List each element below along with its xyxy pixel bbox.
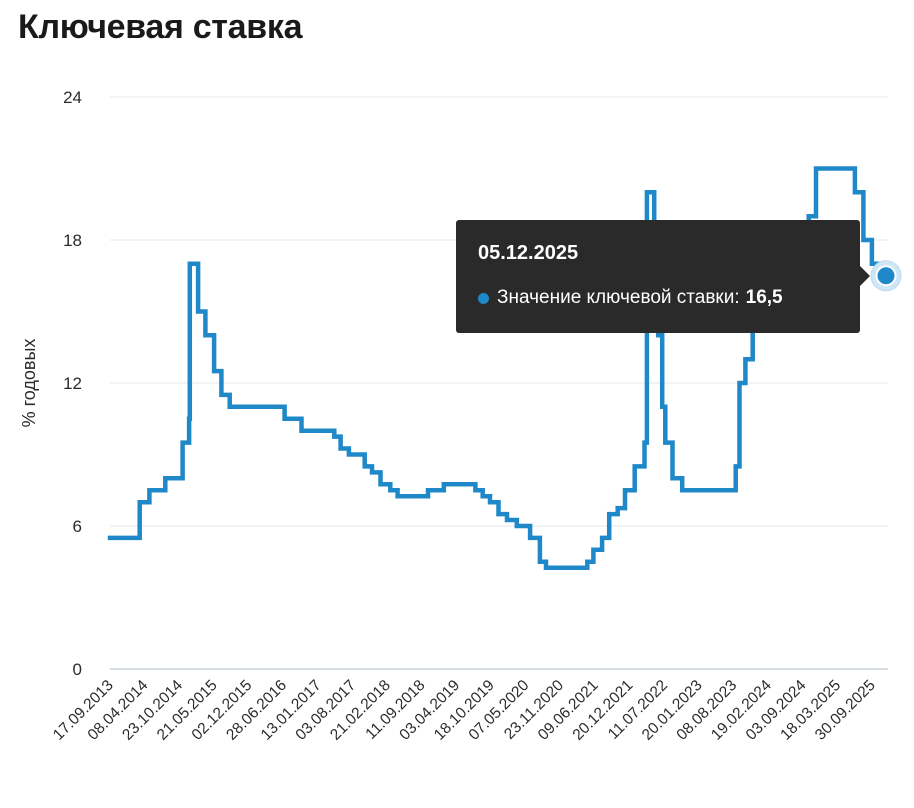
y-tick-label: 12 (63, 374, 82, 393)
y-tick-label: 24 (63, 88, 82, 107)
tooltip-row: Значение ключевой ставки: 16,5 (478, 287, 860, 309)
y-axis-ticks: 0 6 12 18 24 (63, 88, 82, 679)
series-line[interactable] (107, 166, 889, 570)
y-tick-label: 0 (73, 660, 82, 679)
y-tick-label: 18 (63, 231, 82, 250)
page-title: Ключевая ставка (18, 8, 303, 46)
y-axis-label: % годовых (19, 339, 39, 428)
tooltip-value: 16,5 (745, 287, 783, 308)
tooltip-arrow (860, 266, 870, 286)
grid-lines (110, 96, 888, 670)
x-axis-ticks: 17.09.201308.04.201423.10.201421.05.2015… (50, 677, 879, 744)
series-marker-icon (478, 292, 489, 304)
tooltip: 05.12.2025 Значение ключевой ставки: 16,… (456, 220, 870, 333)
tooltip-date: 05.12.2025 (478, 242, 579, 264)
y-tick-label: 6 (73, 517, 82, 536)
highlight-marker[interactable] (875, 265, 897, 287)
tooltip-label: Значение ключевой ставки: (497, 287, 740, 308)
